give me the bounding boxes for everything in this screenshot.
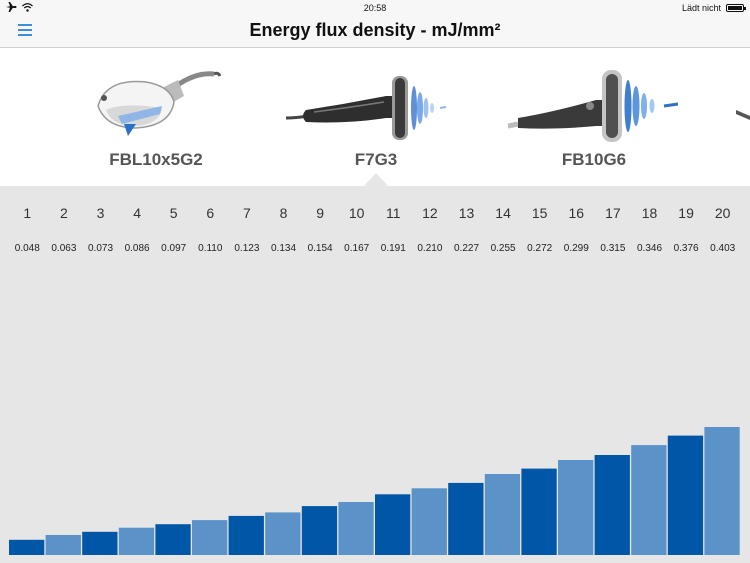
selection-pointer xyxy=(364,173,388,186)
status-right: Lädt nicht xyxy=(681,3,746,13)
bar-level-7 xyxy=(228,515,264,555)
bar-level-19 xyxy=(667,435,704,555)
battery-icon xyxy=(726,4,746,12)
bar-level-15 xyxy=(521,468,557,555)
level-number: 14 xyxy=(495,205,511,221)
device-label: FB10G6 xyxy=(561,150,627,169)
bar-level-6 xyxy=(192,520,228,555)
bar-level-11 xyxy=(375,494,411,555)
hamburger-icon[interactable] xyxy=(18,24,32,36)
bar-level-20 xyxy=(704,427,740,555)
level-number: 1 xyxy=(23,205,32,221)
level-value: 0.299 xyxy=(563,243,589,254)
level-number: 4 xyxy=(133,205,141,221)
bar-level-10 xyxy=(338,502,374,555)
level-value: 0.048 xyxy=(14,243,40,254)
bar-level-8 xyxy=(265,512,301,555)
level-value: 0.086 xyxy=(124,243,150,254)
level-value: 0.134 xyxy=(270,243,297,254)
level-number: 12 xyxy=(422,205,438,221)
level-value: 0.097 xyxy=(161,243,187,254)
level-value: 0.167 xyxy=(344,243,370,254)
bar-level-17 xyxy=(594,455,630,555)
bar-level-2 xyxy=(45,535,81,555)
airplane-icon xyxy=(6,2,17,12)
nav-bar: Energy flux density - mJ/mm² xyxy=(0,16,750,48)
level-value: 0.403 xyxy=(710,243,736,254)
next-device-partial-image xyxy=(736,110,750,120)
level-value: 0.123 xyxy=(234,243,260,254)
level-number: 10 xyxy=(348,205,365,221)
level-number: 5 xyxy=(169,205,178,221)
bar-level-4 xyxy=(118,527,155,555)
level-value: 0.063 xyxy=(51,243,77,254)
level-number: 2 xyxy=(59,205,68,221)
level-number: 18 xyxy=(641,205,658,221)
device-label: FBL10x5G2 xyxy=(109,150,203,169)
level-value: 0.272 xyxy=(527,243,553,254)
bar-level-12 xyxy=(411,488,447,555)
status-left xyxy=(6,2,33,12)
level-value: 0.376 xyxy=(673,243,699,254)
bar-level-3 xyxy=(82,531,118,555)
level-number: 9 xyxy=(316,205,324,221)
bar-level-18 xyxy=(631,445,667,555)
bar-level-13 xyxy=(448,482,484,555)
level-number: 13 xyxy=(458,205,475,221)
level-value: 0.110 xyxy=(198,243,223,254)
fb10g6-handpiece-image xyxy=(507,70,679,142)
bar-level-14 xyxy=(484,474,521,555)
bar-level-9 xyxy=(301,506,338,555)
level-value: 0.227 xyxy=(453,243,480,254)
level-value: 0.255 xyxy=(490,243,516,254)
energy-bar-chart xyxy=(9,427,740,555)
level-value: 0.073 xyxy=(87,243,114,254)
level-number: 11 xyxy=(386,205,401,221)
level-number: 8 xyxy=(279,205,288,221)
device-f7g3[interactable]: F7G3 xyxy=(286,48,466,186)
level-value: 0.154 xyxy=(307,243,333,254)
level-value: 0.210 xyxy=(417,243,443,254)
level-value: 0.191 xyxy=(380,243,406,254)
level-number: 20 xyxy=(714,205,731,221)
level-number: 17 xyxy=(605,205,621,221)
level-number: 6 xyxy=(206,205,215,221)
level-number: 7 xyxy=(242,205,251,221)
fbl-handpiece-image xyxy=(97,71,222,136)
status-bar: 20:58 Lädt nicht xyxy=(0,0,750,16)
device-fbl10x5g2[interactable]: FBL10x5G2 xyxy=(66,48,246,186)
level-value: 0.346 xyxy=(636,243,663,254)
wifi-icon xyxy=(22,2,33,12)
device-label: F7G3 xyxy=(354,150,398,169)
status-time: 20:58 xyxy=(363,3,387,13)
level-number: 19 xyxy=(678,205,694,221)
level-number: 3 xyxy=(96,205,105,221)
charging-status: Lädt nicht xyxy=(681,3,721,13)
f7g3-handpiece-image xyxy=(286,76,447,140)
page-title: Energy flux density - mJ/mm² xyxy=(249,20,501,40)
device-carousel[interactable]: FBL10x5G2 F7G3 xyxy=(0,48,750,186)
bar-level-5 xyxy=(155,524,191,555)
bar-level-16 xyxy=(558,460,594,555)
level-number: 16 xyxy=(568,205,585,221)
bar-level-1 xyxy=(9,539,45,555)
energy-levels: 1 0.048 2 0.063 3 0.073 4 0.086 5 0.097 6 0.110 7 0.1… xyxy=(0,186,750,563)
level-number: 15 xyxy=(531,205,548,221)
device-fb10g6[interactable]: FB10G6 xyxy=(504,48,684,186)
level-value: 0.315 xyxy=(600,243,626,254)
